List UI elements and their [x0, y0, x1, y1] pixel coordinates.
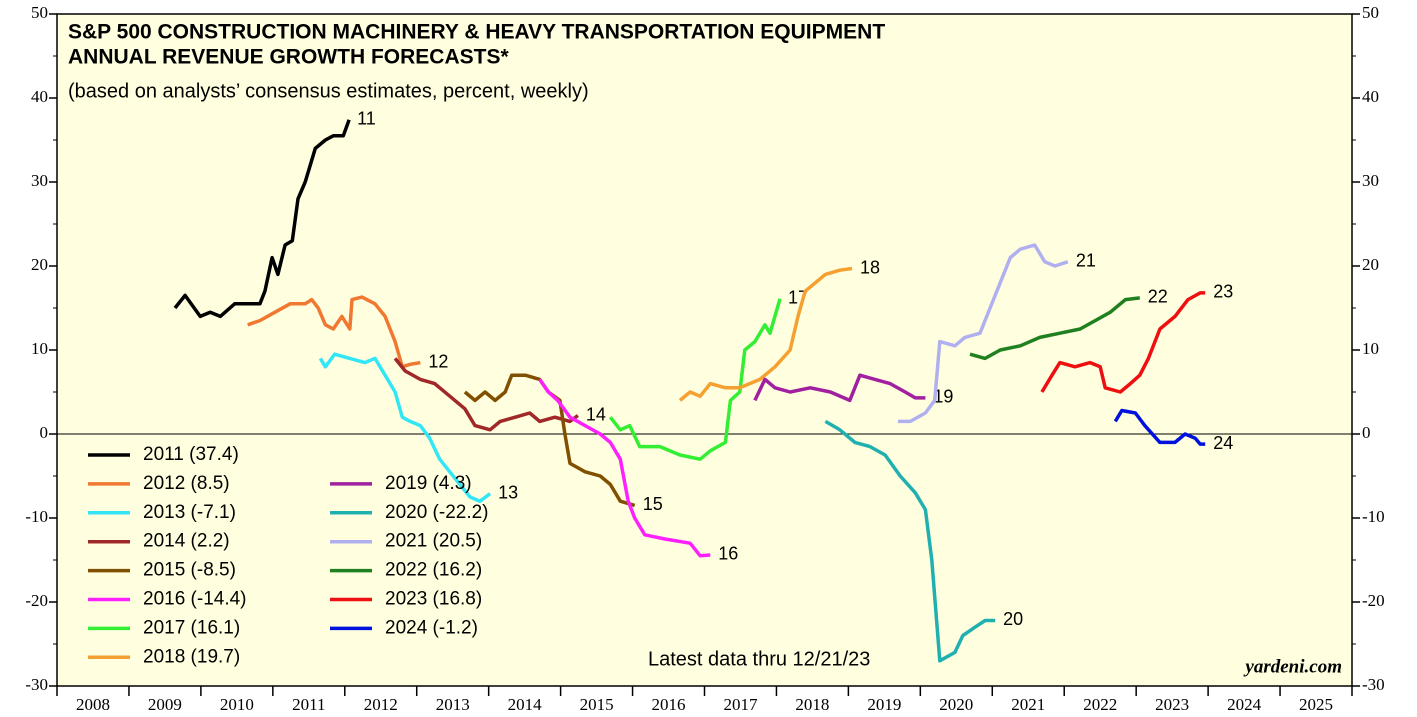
legend-label: 2022 (16.2)	[385, 560, 482, 581]
legend-label: 2024 (-1.2)	[385, 617, 478, 638]
x-tick-label: 2016	[652, 695, 686, 714]
series-line	[1113, 408, 1206, 446]
annotation: Latest data thru 12/21/23	[648, 648, 870, 670]
x-tick-label: 2008	[76, 695, 110, 714]
legend-label: 2019 (4.3)	[385, 473, 472, 494]
y2-tick-label: 40	[1362, 87, 1379, 106]
series-line	[247, 295, 421, 369]
legend-label: 2018 (19.7)	[143, 646, 240, 667]
end-label: 16	[718, 544, 738, 564]
y-tick-label: -10	[25, 507, 48, 526]
series-line	[608, 298, 782, 461]
x-tick-label: 2009	[148, 695, 182, 714]
y-tick-label: 20	[31, 255, 48, 274]
series-line	[753, 373, 926, 403]
end-label: 23	[1213, 282, 1233, 302]
y-tick-label: 50	[31, 3, 48, 22]
series-line	[898, 243, 1069, 424]
legend-label: 2012 (8.5)	[143, 473, 230, 494]
y-tick-label: 0	[40, 423, 49, 442]
y2-tick-label: 0	[1362, 423, 1371, 442]
series-line	[318, 352, 492, 503]
end-label: 12	[428, 351, 448, 371]
x-tick-label: 2014	[508, 695, 543, 714]
y-tick-label: -20	[25, 591, 48, 610]
end-label: 14	[586, 404, 606, 424]
series-line	[1040, 291, 1206, 394]
legend-label: 2014 (2.2)	[143, 531, 230, 552]
series-line	[173, 119, 351, 319]
legend-label: 2020 (-22.2)	[385, 502, 489, 523]
end-label: 18	[860, 257, 880, 277]
legend-label: 2016 (-14.4)	[143, 589, 247, 610]
y2-tick-label: 20	[1362, 255, 1379, 274]
y-tick-label: 30	[31, 171, 48, 190]
y2-tick-label: -30	[1362, 675, 1385, 694]
source: yardeni.com	[1243, 656, 1342, 677]
x-tick-label: 2018	[795, 695, 829, 714]
end-label: 22	[1148, 287, 1168, 307]
x-tick-label: 2021	[1011, 695, 1045, 714]
end-label: 15	[643, 494, 663, 514]
x-tick-label: 2013	[436, 695, 470, 714]
x-tick-label: 2024	[1227, 695, 1262, 714]
series-line	[678, 266, 853, 402]
end-label: 20	[1003, 609, 1023, 629]
end-label: 11	[357, 109, 376, 129]
x-tick-label: 2011	[292, 695, 325, 714]
y-tick-label: 40	[31, 87, 48, 106]
x-tick-label: 2015	[580, 695, 614, 714]
series-line	[969, 296, 1141, 361]
x-tick-label: 2019	[867, 695, 901, 714]
series-line	[393, 357, 579, 432]
legend-label: 2021 (20.5)	[385, 531, 482, 552]
legend-label: 2017 (16.1)	[143, 617, 240, 638]
chart-title: S&P 500 CONSTRUCTION MACHINERY & HEAVY T…	[68, 21, 885, 44]
x-tick-label: 2025	[1299, 695, 1333, 714]
y-tick-label: 10	[31, 339, 48, 358]
y2-tick-label: -20	[1362, 591, 1385, 610]
end-label: 19	[933, 387, 953, 407]
x-tick-label: 2020	[939, 695, 973, 714]
legend-label: 2015 (-8.5)	[143, 560, 236, 581]
end-label: 13	[498, 482, 518, 502]
chart-title: ANNUAL REVENUE GROWTH FORECASTS*	[68, 46, 509, 69]
y-tick-label: -30	[25, 675, 48, 694]
legend-label: 2013 (-7.1)	[143, 502, 236, 523]
series-line	[538, 378, 711, 558]
end-label: 24	[1213, 433, 1233, 453]
y2-tick-label: 30	[1362, 171, 1379, 190]
y2-tick-label: -10	[1362, 507, 1385, 526]
end-label: 21	[1076, 251, 1096, 271]
legend-label: 2023 (16.8)	[385, 589, 482, 610]
y2-tick-label: 10	[1362, 339, 1379, 358]
x-tick-label: 2017	[723, 695, 758, 714]
x-tick-label: 2010	[220, 695, 254, 714]
x-tick-label: 2012	[364, 695, 398, 714]
x-tick-label: 2023	[1155, 695, 1189, 714]
y2-tick-label: 50	[1362, 3, 1379, 22]
series-line	[824, 419, 996, 663]
plot-area	[56, 13, 1353, 687]
x-tick-label: 2022	[1083, 695, 1117, 714]
legend-label: 2011 (37.4)	[143, 444, 239, 465]
chart-subtitle: (based on analysts’ consensus estimates,…	[68, 80, 589, 102]
